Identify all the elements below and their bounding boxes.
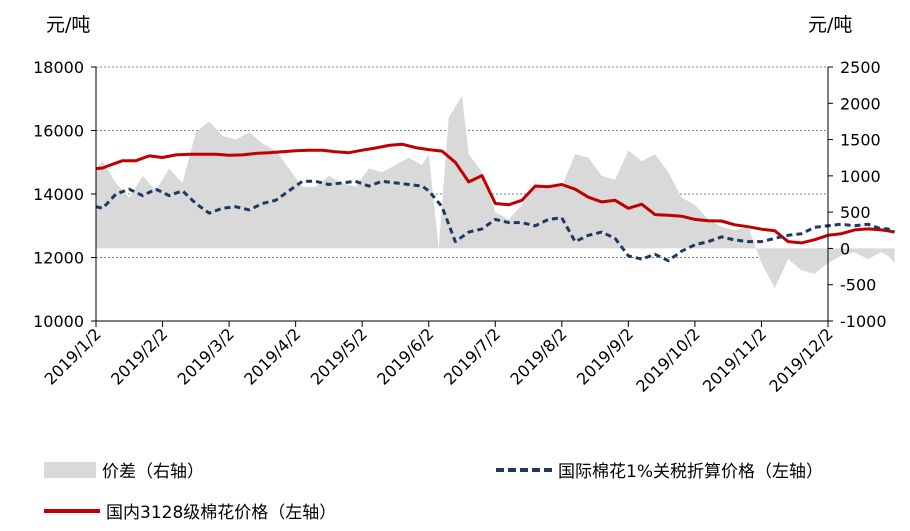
legend-item-international: 国际棉花1%关税折算价格（左轴） — [496, 457, 823, 482]
x-tick-label: 2019/7/2 — [440, 324, 504, 388]
right-tick-label: 1500 — [840, 131, 881, 150]
x-tick-label: 2019/9/2 — [573, 324, 637, 388]
legend-swatch-spread — [44, 461, 96, 478]
right-tick-label: 1000 — [840, 167, 881, 186]
x-tick-label: 2019/2/2 — [107, 324, 171, 388]
right-tick-label: 2000 — [840, 94, 881, 113]
x-tick-label: 2019/4/2 — [240, 324, 304, 388]
right-tick-label: 500 — [840, 203, 871, 222]
legend-label-international: 国际棉花1%关税折算价格（左轴） — [558, 462, 823, 482]
legend-label-domestic: 国内3128级棉花价格（左轴） — [106, 503, 337, 523]
right-tick-label: -500 — [840, 276, 876, 295]
legend-item-spread: 价差（右轴） — [44, 457, 204, 482]
series-international-line — [95, 179, 896, 263]
x-tick-label: 2019/12/2 — [765, 324, 836, 395]
right-tick-label: 0 — [840, 239, 850, 258]
left-axis-unit: 元/吨 — [46, 14, 91, 36]
legend-swatch-international — [496, 467, 552, 472]
x-tick-label: 2019/1/2 — [41, 324, 105, 388]
right-axis-unit: 元/吨 — [808, 14, 853, 36]
left-tick-label: 18000 — [33, 58, 84, 77]
x-tick-label: 2019/5/2 — [307, 324, 371, 388]
x-tick-label: 2019/8/2 — [506, 324, 570, 388]
x-tick-label: 2019/6/2 — [373, 324, 437, 388]
left-tick-label: 10000 — [33, 312, 84, 331]
left-tick-label: 12000 — [33, 249, 84, 268]
series-spread-area — [96, 96, 895, 289]
legend-item-domestic: 国内3128级棉花价格（左轴） — [44, 498, 336, 523]
right-tick-label: -1000 — [840, 312, 887, 331]
x-tick-label: 2019/10/2 — [632, 324, 703, 395]
x-tick-label: 2019/3/2 — [174, 324, 238, 388]
series-domestic-line — [95, 142, 895, 245]
right-tick-label: 2500 — [840, 58, 881, 77]
legend-swatch-domestic — [44, 508, 100, 513]
x-tick-label: 2019/11/2 — [699, 324, 770, 395]
legend-label-spread: 价差（右轴） — [102, 462, 204, 482]
left-tick-label: 16000 — [33, 122, 84, 141]
left-tick-label: 14000 — [33, 185, 84, 204]
